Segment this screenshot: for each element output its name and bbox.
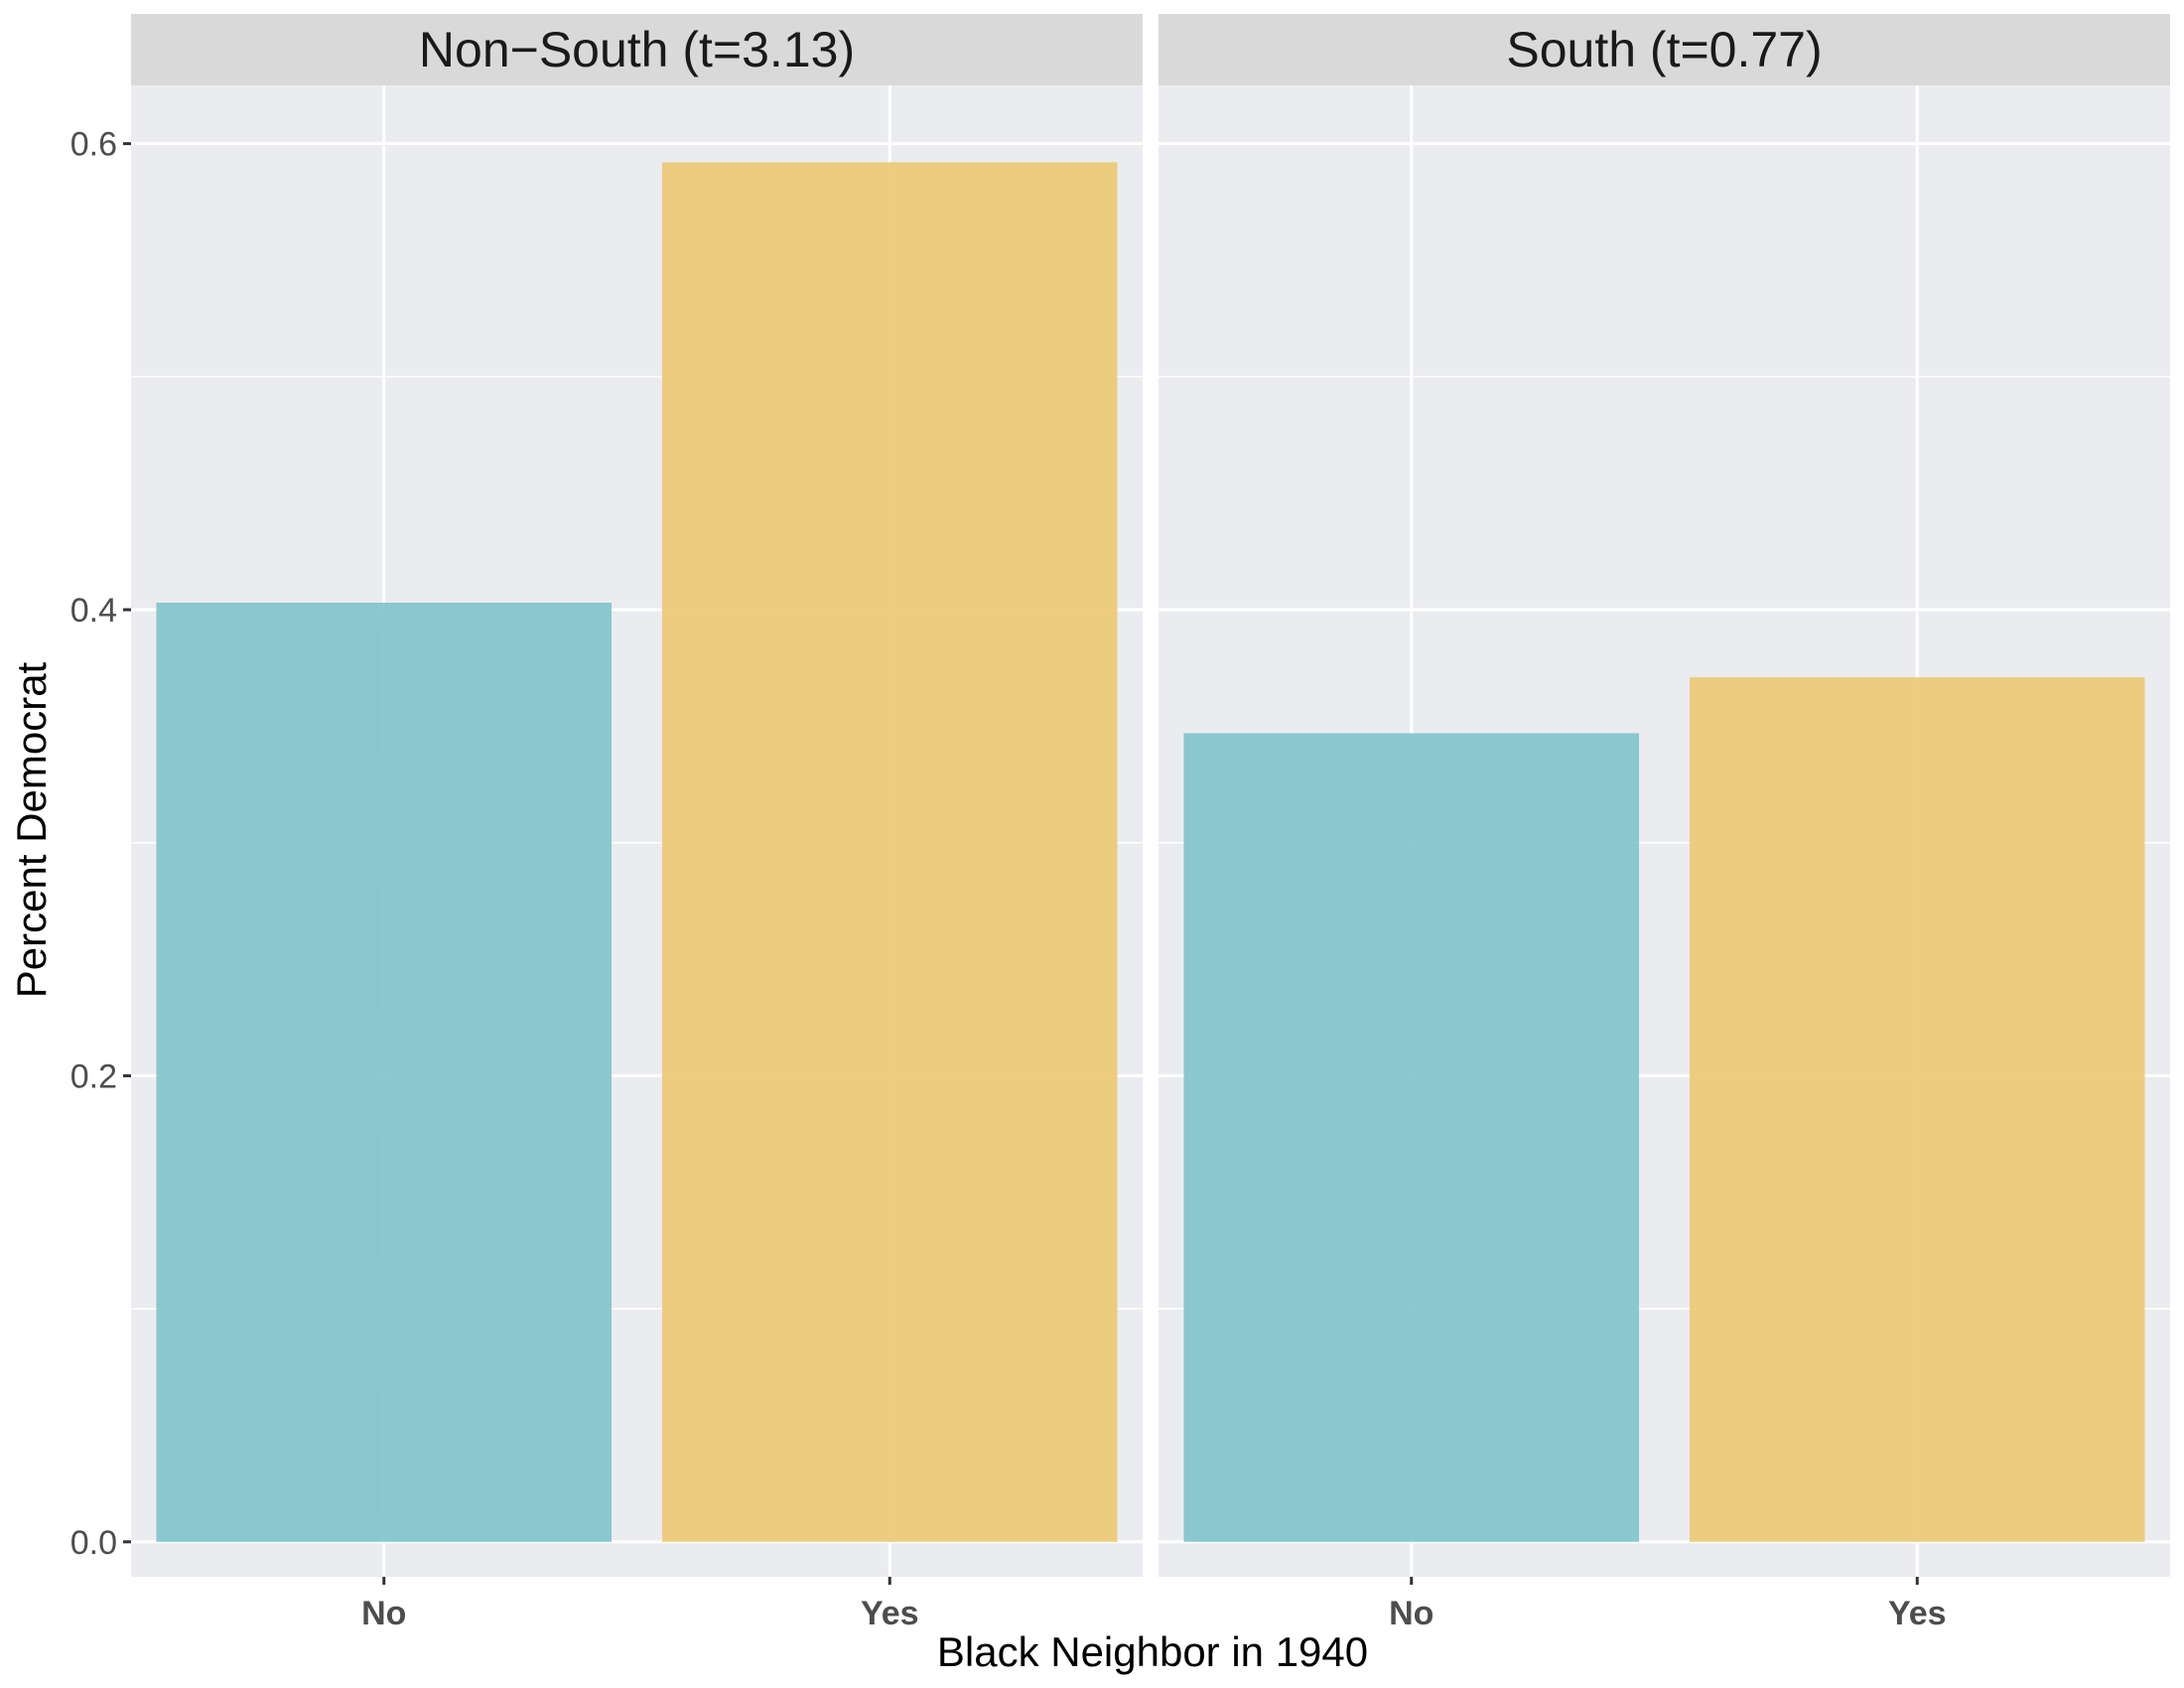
facet-title: Non−South (t=3.13) [419,22,855,77]
bar-yes [1689,677,2145,1542]
x-tick-label: No [1389,1595,1433,1632]
facet-title: South (t=0.77) [1506,22,1822,77]
bar-yes [661,162,1118,1542]
facet-strip [131,14,1143,85]
bar-no [156,603,613,1542]
bar-no [1183,733,1640,1542]
facet-panels: Non−South (t=3.13) No Yes South (t=0.77) No Y… [131,14,2170,1632]
y-tick-label: 0.4 [70,592,117,630]
y-tick-label: 0.0 [70,1524,117,1562]
facet-panel: South (t=0.77) No Yes [1159,14,2170,1632]
y-tick-label: 0.2 [70,1057,117,1095]
facet-strip [1159,14,2170,85]
x-tick-label: No [361,1595,406,1632]
facet-panel: Non−South (t=3.13) No Yes [131,14,1143,1632]
x-tick-label: Yes [1888,1595,1947,1632]
y-tick-label: 0.6 [70,126,117,164]
x-tick-label: Yes [861,1595,919,1632]
y-axis-ticks: 0.0 0.2 0.4 0.6 [70,126,131,1562]
x-axis-title: Black Neighbor in 1940 [937,1628,1368,1675]
y-axis-title: Percent Democrat [8,661,55,998]
